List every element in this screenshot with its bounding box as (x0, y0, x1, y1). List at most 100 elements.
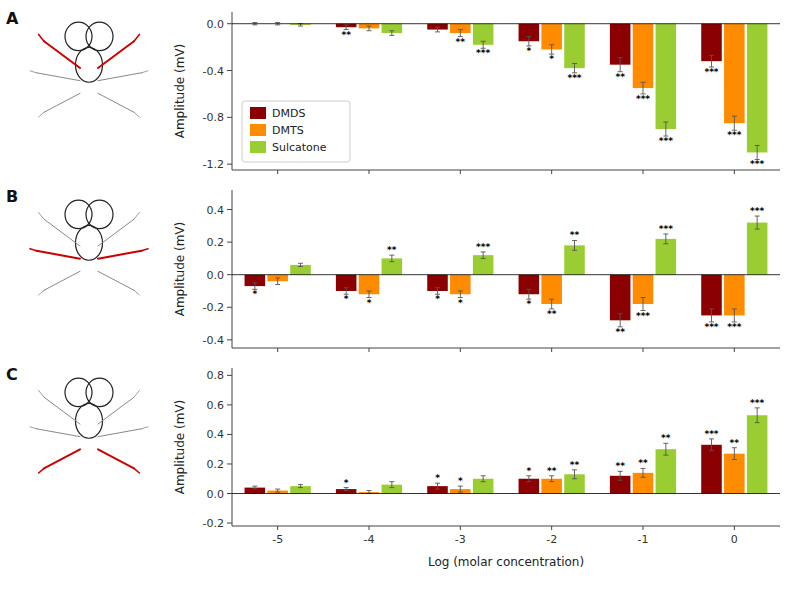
error-bar (549, 299, 554, 309)
error-bar (481, 252, 486, 259)
error-cap (526, 481, 531, 482)
error-bar (709, 439, 714, 451)
error-bar (732, 116, 737, 130)
plot-area (245, 408, 768, 494)
error-bar (458, 30, 463, 37)
insect-drawing (30, 22, 148, 117)
error-line (528, 37, 529, 46)
error-cap (275, 24, 280, 25)
error-cap (252, 24, 257, 25)
error-line (620, 314, 621, 327)
error-bar (618, 314, 623, 327)
bar (724, 275, 745, 316)
error-bar (526, 289, 531, 299)
y-axis (232, 12, 233, 170)
significance: *** (659, 136, 673, 146)
significance: * (458, 298, 463, 308)
error-cap (481, 475, 486, 476)
insect-appendage (37, 251, 81, 259)
error-line (437, 483, 438, 489)
insect-head (65, 22, 92, 50)
insect-appendage (44, 219, 80, 246)
insect-body (76, 226, 103, 261)
error-line (734, 116, 735, 130)
panel: B-0.4-0.20.00.20.4Amplitude (mV)********… (6, 187, 780, 352)
significance: *** (476, 242, 490, 252)
error-bar (435, 483, 440, 489)
x-axis (232, 526, 780, 527)
bar (450, 275, 471, 295)
insect-appendage (30, 427, 37, 429)
error-bar (389, 255, 394, 262)
error-cap (344, 490, 349, 491)
insect-appendage (44, 271, 80, 290)
error-cap (618, 57, 623, 58)
x-axis (232, 348, 780, 349)
error-line (734, 448, 735, 460)
y-axis (232, 368, 233, 526)
insect-appendage (98, 429, 142, 437)
error-cap (435, 31, 440, 32)
error-line (551, 299, 552, 309)
insect-appendage (142, 427, 149, 429)
error-line (574, 470, 575, 479)
plot-area (245, 216, 768, 327)
error-cap (641, 477, 646, 478)
y-axis-label: Amplitude (mV) (173, 400, 187, 495)
insect-appendage (44, 449, 80, 468)
error-line (391, 255, 392, 262)
y-tick (227, 164, 232, 165)
error-bar (618, 471, 623, 480)
significance: *** (704, 67, 718, 77)
significance: * (344, 478, 349, 488)
y-tick (227, 242, 232, 243)
significance: * (435, 473, 440, 483)
error-line (528, 476, 529, 482)
error-bar (755, 408, 760, 423)
significance: ** (730, 438, 740, 448)
error-line (711, 309, 712, 322)
panel-label: B (6, 187, 18, 206)
error-cap (641, 82, 646, 83)
x-tick (643, 348, 644, 352)
error-cap (755, 145, 760, 146)
error-cap (709, 55, 714, 56)
error-line (437, 27, 438, 32)
significance: *** (567, 73, 581, 83)
insect-appendage (98, 449, 134, 468)
legend-swatch (250, 107, 266, 119)
error-cap (367, 30, 372, 31)
significance: ** (570, 230, 580, 240)
error-cap (618, 313, 623, 314)
error-bar (755, 145, 760, 159)
insect-appendage (134, 290, 139, 295)
error-line (757, 145, 758, 159)
error-cap (663, 122, 668, 123)
insect-body (76, 404, 103, 439)
significance: * (435, 294, 440, 304)
error-cap (732, 459, 737, 460)
significance: * (526, 299, 531, 309)
x-tick (551, 526, 552, 530)
significance: * (526, 46, 531, 56)
significance: *** (636, 311, 650, 321)
error-cap (549, 44, 554, 45)
y-tick-label: 0.2 (207, 236, 225, 249)
x-axis (232, 170, 780, 171)
insect-appendage (30, 71, 37, 73)
error-line (574, 240, 575, 250)
error-cap (572, 478, 577, 479)
error-bar (367, 491, 372, 494)
y-tick-label: -0.4 (203, 334, 224, 347)
insect-appendage (98, 271, 134, 290)
error-cap (641, 297, 646, 298)
error-cap (663, 243, 668, 244)
insect-appendage (39, 212, 44, 219)
x-tick-label: 0 (731, 533, 738, 546)
y-tick-label: 0.4 (207, 204, 225, 217)
error-line (757, 216, 758, 229)
error-line (711, 439, 712, 451)
error-bar (389, 482, 394, 488)
error-bar (572, 63, 577, 72)
error-cap (367, 26, 372, 27)
